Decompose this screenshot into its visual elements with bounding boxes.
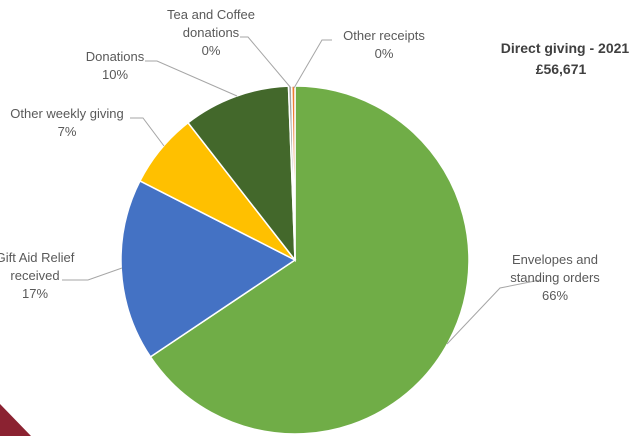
leader-line-wkly	[130, 117, 165, 147]
leader-line-gift	[62, 267, 123, 281]
slice-label-env: Envelopes and standing orders 66%	[510, 252, 600, 303]
leader-line-don	[145, 60, 238, 97]
pie-slice-gift	[120, 179, 297, 358]
chart-title: Direct giving - 2021	[501, 40, 630, 56]
slice-label-wkly: Other weekly giving 7%	[10, 106, 123, 139]
leader-lines	[62, 36, 541, 345]
slice-label-gift: Gift Aid Relief received 17%	[0, 250, 75, 301]
slice-label-don: Donations 10%	[86, 49, 145, 82]
leader-line-env	[446, 279, 541, 345]
slice-label-tea: Tea and Coffee donations 0%	[167, 7, 255, 58]
leader-line-other	[293, 39, 332, 89]
pie-slice-don	[186, 85, 296, 263]
leader-line-tea	[240, 36, 292, 89]
pie-slices	[120, 85, 470, 435]
slice-labels: Envelopes and standing orders 66% Gift Aid …	[0, 7, 600, 303]
corner-decoration	[0, 404, 31, 436]
chart-total: £56,671	[536, 61, 587, 77]
slice-label-other: Other receipts 0%	[343, 28, 425, 61]
